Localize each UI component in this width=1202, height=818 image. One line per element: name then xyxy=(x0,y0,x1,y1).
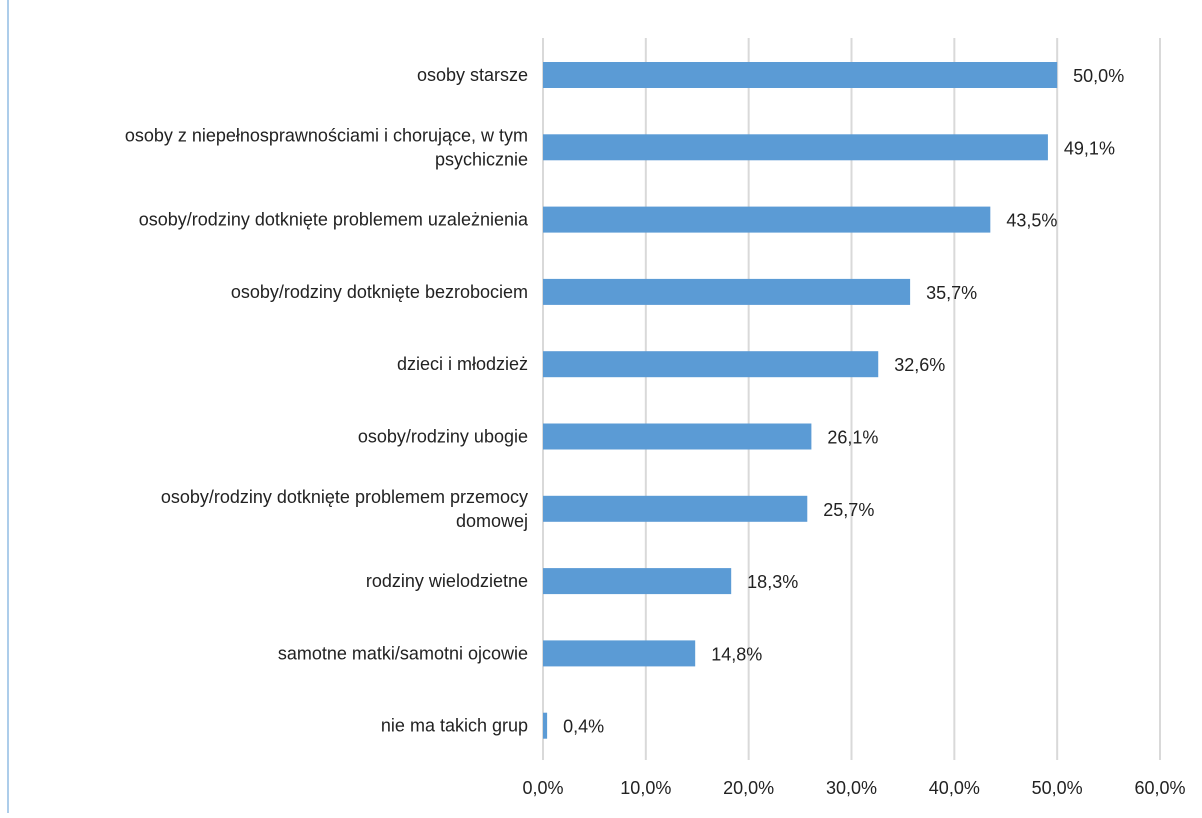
data-label: 32,6% xyxy=(894,355,945,375)
bar xyxy=(543,423,812,450)
x-tick-label: 20,0% xyxy=(723,778,774,798)
category-label: rodziny wielodzietne xyxy=(366,571,528,591)
bar xyxy=(543,351,879,378)
category-label: osoby starsze xyxy=(417,65,528,85)
data-label: 18,3% xyxy=(747,572,798,592)
category-labels: osoby starsze osoby z niepełnosprawnościa… xyxy=(125,65,529,736)
x-tick-label: 50,0% xyxy=(1032,778,1083,798)
x-tick-label: 10,0% xyxy=(620,778,671,798)
category-label: psychicznie xyxy=(435,149,528,169)
data-label: 43,5% xyxy=(1006,211,1057,231)
category-label: osoby/rodziny dotknięte problemem przemo… xyxy=(161,487,528,507)
bar xyxy=(543,712,548,739)
category-label: osoby/rodziny dotknięte bezrobociem xyxy=(231,282,528,302)
category-label: osoby z niepełnosprawnościami i chorując… xyxy=(125,125,528,145)
bar xyxy=(543,640,696,667)
data-label: 50,0% xyxy=(1073,66,1124,86)
data-label: 49,1% xyxy=(1064,138,1115,158)
x-tick-label: 40,0% xyxy=(929,778,980,798)
category-label: samotne matki/samotni ojcowie xyxy=(278,643,528,663)
category-label: domowej xyxy=(456,511,528,531)
x-tick-label: 60,0% xyxy=(1134,778,1185,798)
data-label: 25,7% xyxy=(823,500,874,520)
data-label: 35,7% xyxy=(926,283,977,303)
bar xyxy=(543,206,991,233)
data-labels: 50,0% 49,1% 43,5% 35,7% 32,6% 26,1% 25,7% 18,3%… xyxy=(563,66,1124,737)
bar xyxy=(543,134,1048,161)
data-label: 0,4% xyxy=(563,717,604,737)
category-label: dzieci i młodzież xyxy=(397,354,528,374)
category-label: nie ma takich grup xyxy=(381,716,528,736)
x-tick-label: 0,0% xyxy=(522,778,563,798)
bar xyxy=(543,278,911,305)
bar xyxy=(543,495,808,522)
x-axis-ticks: 0,0% 10,0% 20,0% 30,0% 40,0% 50,0% 60,0% xyxy=(522,778,1185,798)
bar xyxy=(543,62,1058,88)
bars xyxy=(543,62,1058,739)
bar xyxy=(543,568,732,595)
category-label: osoby/rodziny dotknięte problemem uzależ… xyxy=(139,210,529,230)
x-tick-label: 30,0% xyxy=(826,778,877,798)
data-label: 14,8% xyxy=(711,644,762,664)
data-label: 26,1% xyxy=(827,428,878,448)
category-label: osoby/rodziny ubogie xyxy=(358,427,528,447)
